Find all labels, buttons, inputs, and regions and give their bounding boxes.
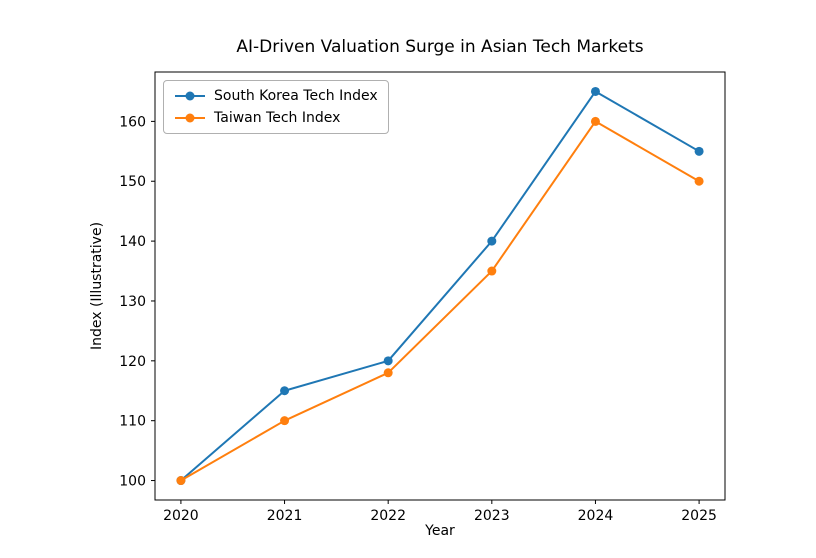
series-marker-0 — [487, 236, 497, 246]
y-tick-label: 160 — [119, 114, 146, 130]
x-tick-label: 2022 — [370, 508, 406, 524]
y-tick-label: 130 — [119, 294, 146, 310]
legend-marker — [185, 91, 195, 101]
y-tick-label: 110 — [119, 414, 146, 430]
axes-spines — [154, 71, 726, 501]
chart-title: AI-Driven Valuation Surge in Asian Tech … — [236, 37, 644, 57]
x-tick-label: 2023 — [474, 508, 510, 524]
x-axis-label: Year — [425, 523, 455, 539]
x-tick-label: 2024 — [578, 508, 614, 524]
legend-label: South Korea Tech Index — [214, 88, 378, 104]
legend-entry: South Korea Tech Index — [174, 88, 378, 104]
series-marker-1 — [280, 416, 290, 426]
legend-entry: Taiwan Tech Index — [174, 110, 378, 126]
y-tick-label: 100 — [119, 474, 146, 490]
series-marker-0 — [590, 86, 600, 96]
legend: South Korea Tech Index Taiwan Tech Index — [163, 80, 389, 134]
x-tick-label: 2025 — [681, 508, 717, 524]
series-marker-1 — [176, 476, 186, 486]
series-marker-0 — [383, 356, 393, 366]
y-axis-label: Index (Illustrative) — [89, 221, 105, 351]
series-marker-1 — [383, 368, 393, 378]
series-line-1 — [179, 120, 701, 482]
x-tick-label: 2021 — [267, 508, 303, 524]
series-marker-1 — [590, 116, 600, 126]
y-tick-label: 120 — [119, 354, 146, 370]
series-marker-1 — [487, 266, 497, 276]
legend-line-marker-icon — [175, 91, 205, 101]
legend-label: Taiwan Tech Index — [214, 110, 341, 126]
y-tick-label: 140 — [119, 234, 146, 250]
legend-marker — [185, 113, 195, 123]
series-marker-0 — [280, 386, 290, 396]
y-tick-label: 150 — [119, 174, 146, 190]
series-marker-1 — [694, 176, 704, 186]
x-tick-label: 2020 — [163, 508, 199, 524]
legend-line-marker-icon — [175, 113, 205, 123]
series-marker-0 — [694, 146, 704, 156]
series-line-0 — [179, 90, 701, 482]
